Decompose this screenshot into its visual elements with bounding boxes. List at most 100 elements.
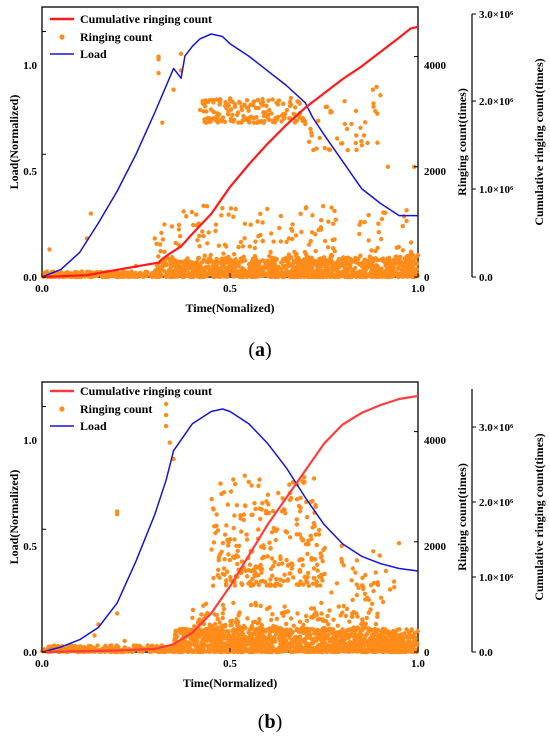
ringing-count-point [156, 70, 161, 76]
ringing-count-point [216, 243, 222, 248]
ringing-count-point [176, 222, 182, 228]
ringing-count-point [268, 642, 274, 648]
ringing-count-point [293, 253, 299, 258]
ringing-count-point [303, 613, 309, 619]
ringing-count-point [330, 645, 335, 651]
ringing-count-point [314, 579, 319, 584]
ringing-count-point [300, 630, 306, 635]
ringing-count-point [316, 527, 322, 533]
ringing-count-point [297, 619, 303, 624]
ringing-count-point [247, 261, 252, 267]
ringing-count-point [225, 502, 230, 507]
ringing-count-point [298, 211, 303, 216]
x-tick-label: 0.0 [35, 283, 49, 295]
ringing-count-point [354, 147, 359, 153]
y-right2-tick-label: 3.0×10⁶ [479, 422, 514, 434]
ringing-count-point [211, 575, 216, 581]
ringing-count-point [311, 646, 316, 651]
ringing-count-point [231, 600, 236, 606]
ringing-count-point [256, 119, 261, 124]
ringing-count-point [223, 636, 228, 641]
ringing-count-point [231, 477, 236, 482]
ringing-count-point [226, 254, 231, 260]
ringing-count-point [240, 266, 245, 271]
ringing-count-point [319, 218, 324, 223]
ringing-count-point [373, 269, 378, 274]
ringing-count-point [190, 636, 196, 641]
ringing-count-point [260, 220, 265, 225]
ringing-count-point [244, 98, 250, 103]
ringing-count-point [231, 214, 236, 219]
ringing-count-point [296, 629, 302, 634]
ringing-count-point [215, 625, 221, 630]
ringing-count-point [347, 619, 352, 624]
ringing-count-point [349, 578, 354, 583]
ringing-count-point [161, 649, 166, 655]
ringing-count-point [163, 423, 169, 429]
ringing-count-point [369, 632, 375, 637]
ringing-count-point [231, 117, 237, 123]
ringing-count-point [318, 575, 323, 580]
ringing-count-point [226, 268, 231, 273]
ringing-count-point [396, 647, 402, 653]
ringing-count-point [364, 615, 369, 621]
ringing-count-point [285, 577, 291, 582]
y-right1-tick-label: 2000 [424, 541, 447, 553]
ringing-count-point [232, 265, 238, 271]
ringing-count-point [286, 272, 291, 277]
ringing-count-point [380, 599, 386, 605]
ringing-count-point [235, 110, 241, 115]
ringing-count-point [242, 236, 247, 241]
ringing-count-point [375, 140, 380, 145]
ringing-count-point [261, 110, 266, 115]
ringing-count-point [259, 642, 264, 648]
ringing-count-point [276, 562, 281, 567]
ringing-count-point [215, 630, 220, 636]
ringing-count-point [121, 270, 126, 276]
legend-swatch-ringing [59, 34, 65, 40]
ringing-count-point [281, 613, 286, 618]
ringing-count-point [392, 585, 397, 590]
ringing-count-point [201, 109, 206, 114]
ringing-count-point [317, 135, 322, 141]
ringing-count-point [367, 640, 372, 645]
ringing-count-point [313, 248, 318, 254]
ringing-count-point [404, 218, 409, 224]
ringing-count-point [326, 622, 331, 627]
ringing-count-point [225, 112, 231, 117]
legend-label: Load [80, 47, 107, 61]
ringing-count-point [292, 260, 297, 265]
ringing-count-point [203, 632, 208, 637]
ringing-count-point [350, 647, 356, 652]
ringing-count-point [326, 147, 332, 152]
ringing-count-point [217, 620, 222, 625]
ringing-count-point [364, 259, 370, 265]
ringing-count-point [311, 147, 316, 153]
ringing-count-point [366, 238, 371, 243]
ringing-count-point [305, 551, 310, 557]
y-right1-tick-label: 4000 [424, 60, 447, 72]
ringing-count-point [282, 572, 287, 577]
ringing-count-point [175, 645, 181, 651]
ringing-count-point [288, 102, 294, 108]
ringing-count-point [279, 509, 285, 514]
ringing-count-point [276, 264, 281, 270]
y-right1-tick-label: 0 [424, 272, 430, 284]
ringing-count-point [368, 607, 373, 612]
ringing-count-point [270, 639, 275, 644]
ringing-count-point [223, 581, 229, 587]
ringing-count-point [297, 509, 303, 514]
ringing-count-point [306, 263, 311, 269]
ringing-count-point [242, 102, 247, 107]
ringing-count-point [300, 563, 305, 568]
ringing-count-point [232, 513, 237, 518]
ringing-count-point [376, 628, 381, 633]
ringing-count-point [292, 249, 297, 255]
ringing-count-point [200, 229, 205, 234]
ringing-count-point [186, 270, 191, 276]
ringing-count-point [321, 634, 326, 639]
ringing-count-point [221, 263, 226, 268]
ringing-count-point [351, 258, 356, 263]
ringing-count-point [327, 608, 332, 613]
ringing-count-point [389, 273, 394, 278]
